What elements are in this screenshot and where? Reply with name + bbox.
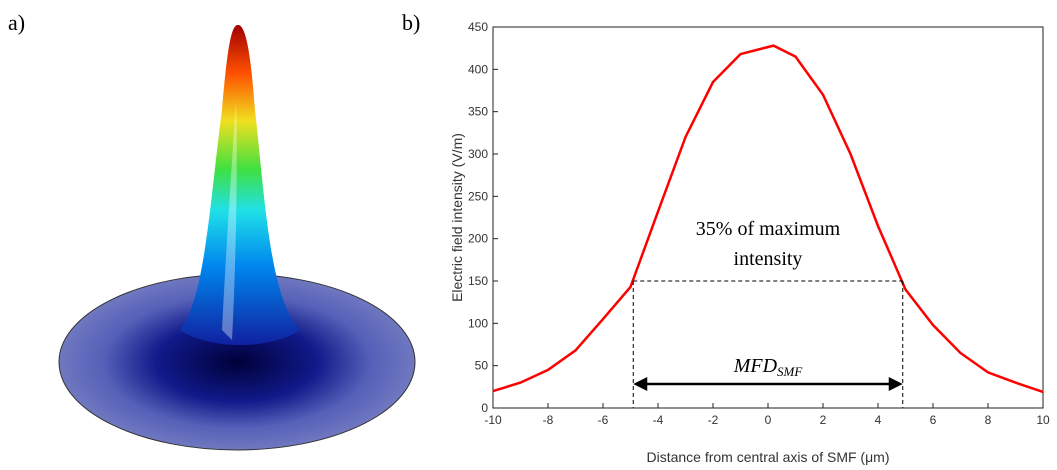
annotation: 35% of maximum [696,218,841,240]
x-tick-label: 8 [985,413,992,427]
x-axis-label: Distance from central axis of SMF (μm) [646,449,889,465]
y-tick-label: 0 [481,401,488,415]
y-tick-label: 150 [468,274,488,288]
mfd-main: MFD [733,355,778,377]
x-tick-label: 0 [765,413,772,427]
arrow-head [633,377,648,391]
y-tick-label: 50 [475,359,489,373]
y-tick-label: 100 [468,316,488,330]
y-tick-label: 350 [468,105,488,119]
y-tick-label: 200 [468,232,488,246]
x-tick-label: -6 [598,413,609,427]
render-highlight [222,100,237,340]
data-line [492,44,1044,394]
x-tick-label: -4 [653,413,664,427]
x-tick-label: 2 [820,413,827,427]
y-tick-label: 450 [468,20,488,34]
y-tick-label: 400 [468,62,488,76]
y-tick-label: 250 [468,189,488,203]
mfd-label: MFDSMF [733,355,804,379]
x-tick-label: -8 [543,413,554,427]
mfd-sub: SMF [777,364,803,379]
x-tick-label: -10 [484,413,502,427]
field-render [58,25,416,451]
x-tick-label: 6 [930,413,937,427]
render-peak [180,25,300,345]
panel-label: a) [8,10,25,35]
panel-label: b) [402,10,420,35]
y-tick-label: 300 [468,147,488,161]
y-axis-label: Electric field intensity (V/m) [449,133,465,302]
annotation: intensity [734,248,803,270]
x-tick-label: -2 [708,413,719,427]
arrow-head [888,377,903,391]
x-tick-label: 4 [875,413,882,427]
x-tick-label: 10 [1036,413,1050,427]
